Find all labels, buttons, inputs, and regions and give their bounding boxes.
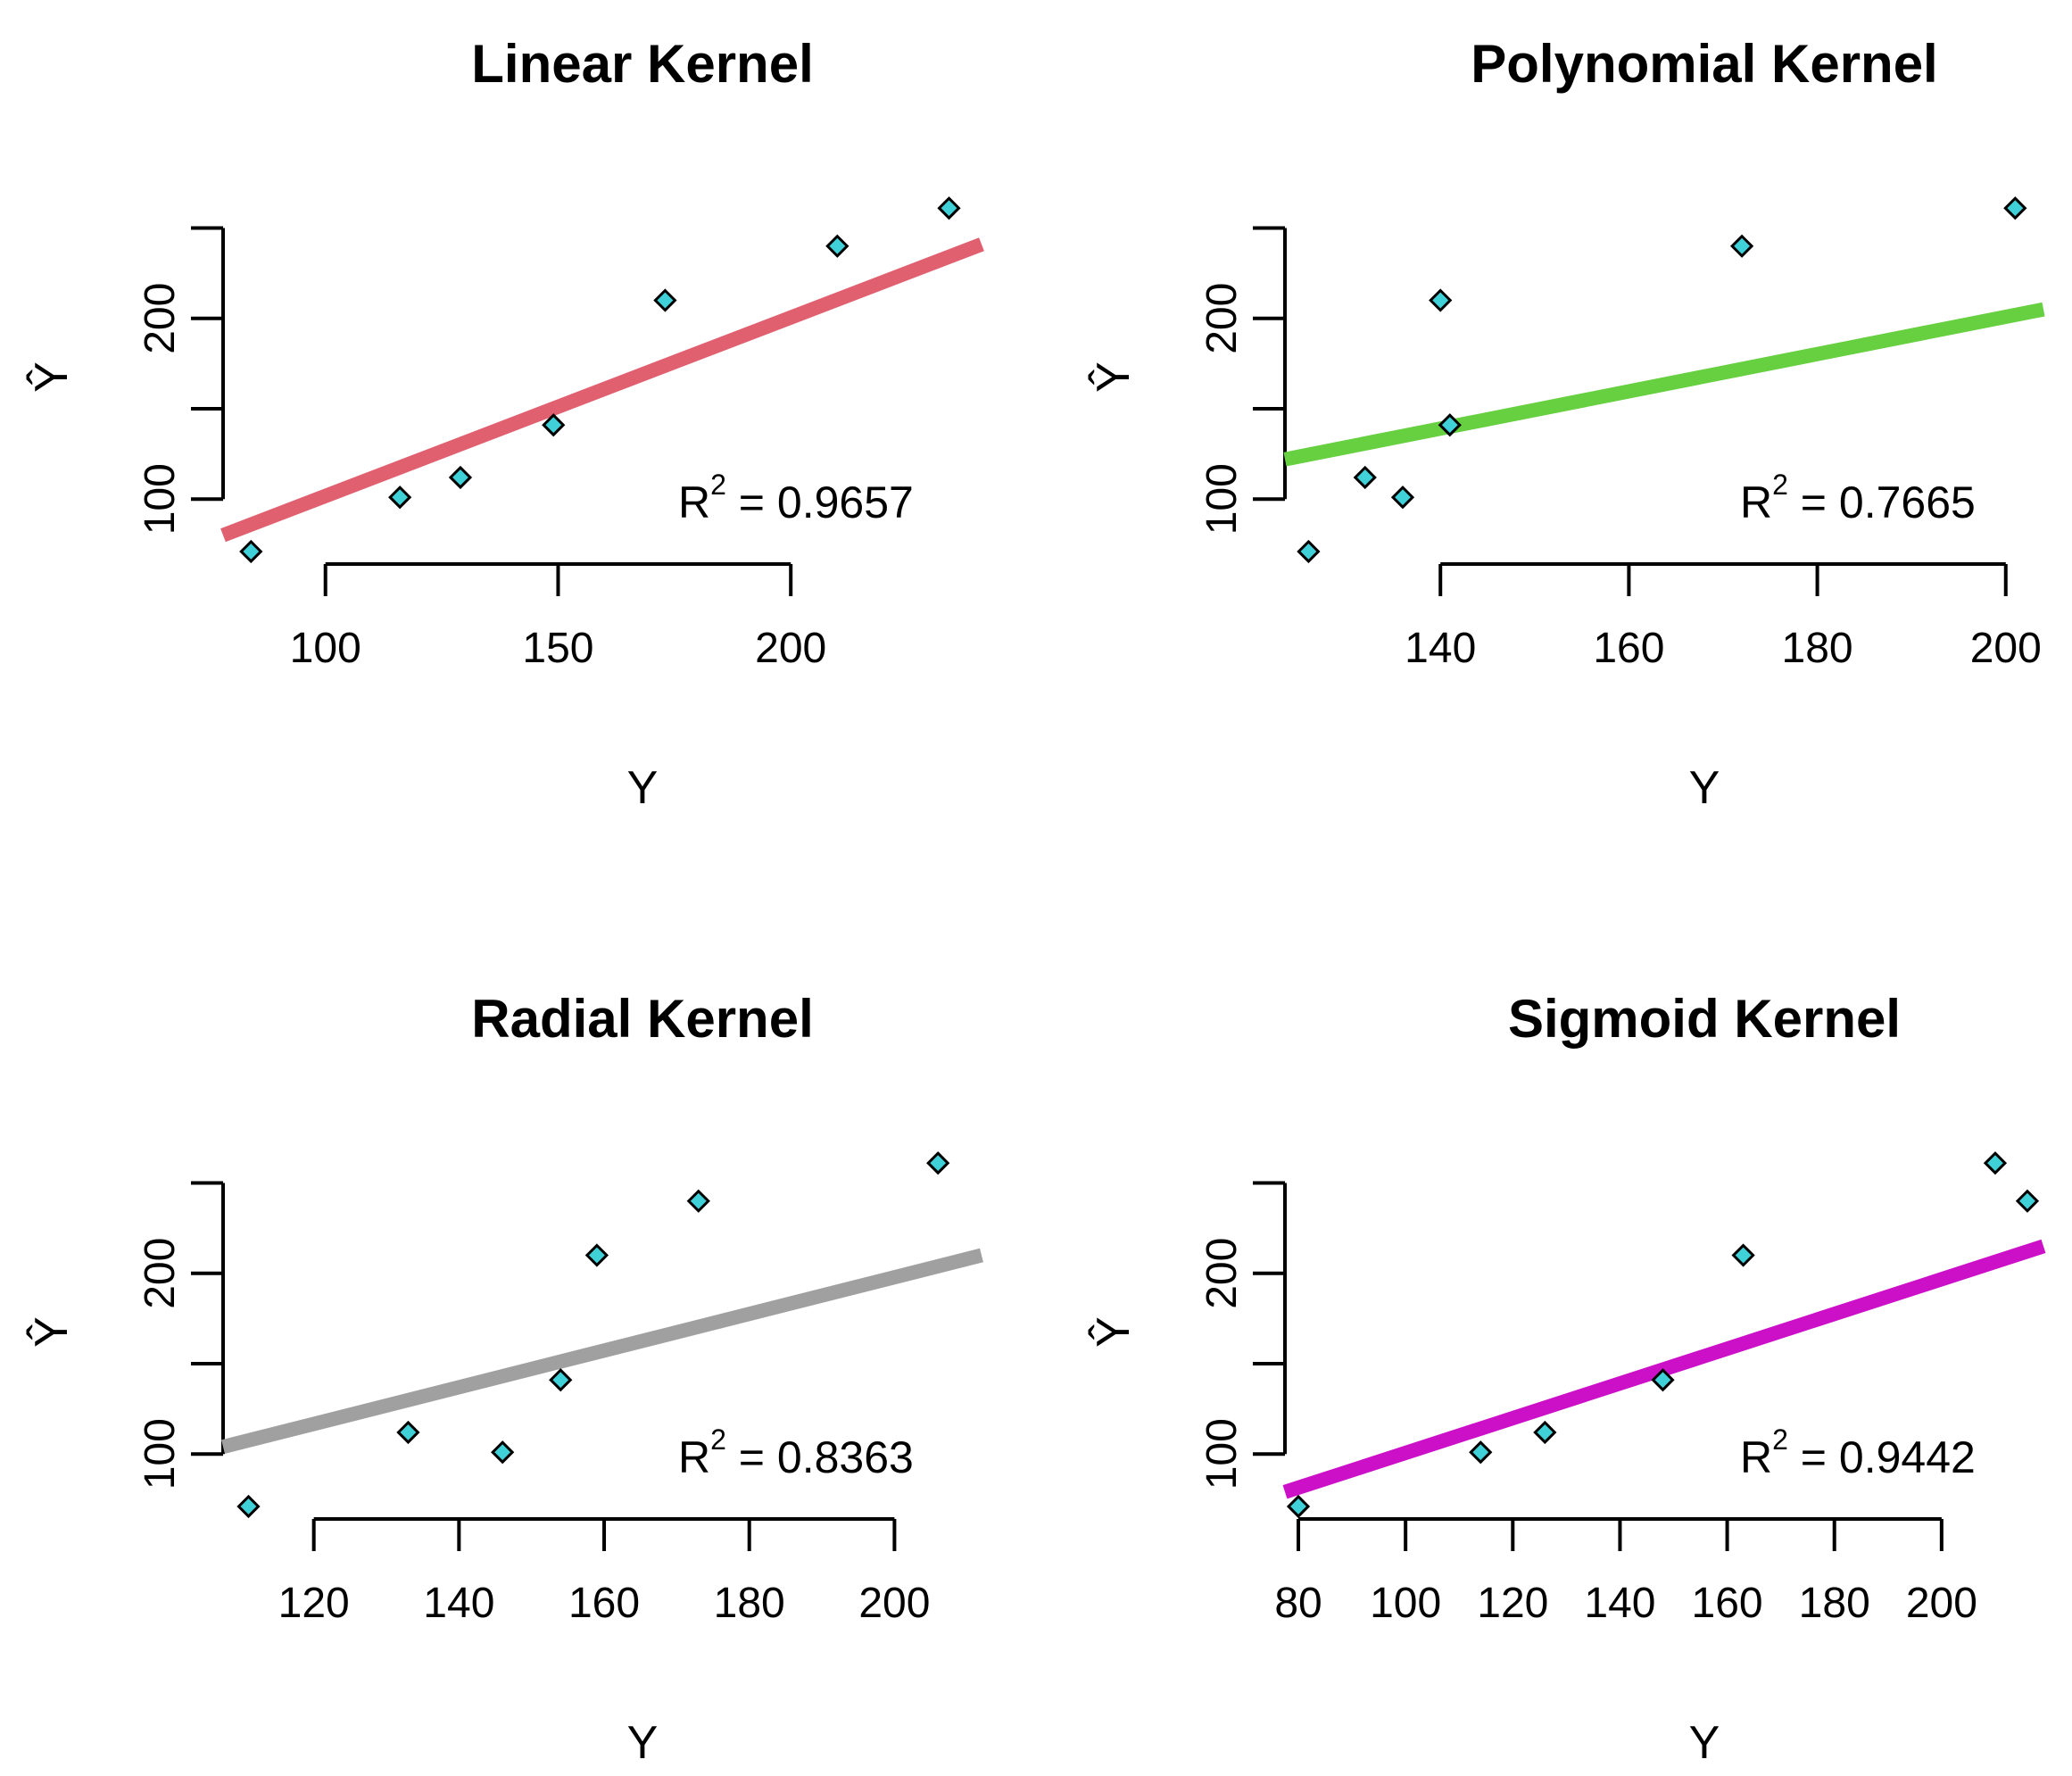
data-point [1469, 1440, 1493, 1465]
regression-line [221, 1248, 983, 1454]
data-point [549, 1368, 573, 1392]
chart-title: Sigmoid Kernel [1508, 989, 1901, 1049]
panel-4: Sigmoid Kernel 100 200 Ŷ 80 100 120 140 160 180 20… [1088, 989, 2046, 1769]
data-point [2003, 196, 2027, 220]
data-point [926, 1151, 950, 1175]
data-point [1651, 1368, 1675, 1392]
y-axis-label: Ŷ [26, 1316, 78, 1348]
data-point [653, 288, 677, 312]
y-tick-label: 200 [1198, 1238, 1246, 1309]
data-point [1390, 485, 1415, 510]
chart-title: Linear Kernel [471, 34, 813, 94]
data-point [1533, 1420, 1557, 1445]
x-tick-label: 80 [1274, 1580, 1322, 1627]
chart-title: Radial Kernel [471, 989, 813, 1049]
regression-line [220, 237, 984, 543]
data-point [1286, 1494, 1311, 1519]
data-point [937, 196, 961, 220]
r-squared-exponent: 2 [710, 1423, 726, 1456]
x-tick-label: 140 [1405, 625, 1476, 672]
data-point [1729, 234, 1754, 258]
y-tick-label: 200 [137, 1238, 184, 1309]
y-tick-label: 200 [1198, 283, 1246, 354]
data-point [1731, 1243, 1755, 1267]
x-tick-label: 180 [1799, 1580, 1870, 1627]
r-squared-symbol: R [1740, 1432, 1772, 1482]
x-tick-label: 180 [1782, 625, 1853, 672]
data-point [1438, 413, 1462, 437]
data-point [2015, 1189, 2040, 1213]
y-axis-label: Ŷ [26, 361, 78, 393]
data-point [686, 1189, 710, 1213]
x-axis-label: Y [627, 762, 659, 814]
r-squared-exponent: 2 [710, 469, 726, 501]
data-point [1353, 465, 1377, 490]
x-axis-label: Y [627, 1717, 659, 1769]
x-tick-label: 160 [1593, 625, 1664, 672]
x-tick-label: 200 [1970, 625, 2042, 672]
r-squared-symbol: R [678, 477, 710, 527]
regression-line [1283, 302, 2045, 467]
data-point [584, 1243, 609, 1267]
regression-line [1282, 1239, 2046, 1499]
data-point [1297, 539, 1321, 564]
r-squared-exponent: 2 [1772, 469, 1788, 501]
data-point [1429, 288, 1453, 312]
x-tick-label: 140 [423, 1580, 494, 1627]
r-squared-value: = 0.9442 [1788, 1432, 1976, 1482]
r-squared-label: R2 = 0.8363 [678, 1423, 914, 1482]
panel-3: Radial Kernel 100 200 Ŷ 120 140 160 180 200 Y R2 =… [26, 989, 983, 1769]
y-tick-label: 100 [1198, 1418, 1246, 1490]
data-point [825, 234, 850, 258]
r-squared-symbol: R [1740, 477, 1772, 527]
chart-title: Polynomial Kernel [1471, 34, 1937, 94]
x-axis-label: Y [1689, 762, 1720, 814]
x-tick-label: 160 [568, 1580, 640, 1627]
panel-2: Polynomial Kernel 100 200 Ŷ 140 160 180 200 Y R2 … [1088, 34, 2045, 814]
y-axis-label: Ŷ [1088, 1316, 1140, 1348]
x-tick-label: 100 [290, 625, 361, 672]
y-tick-label: 100 [1198, 463, 1246, 535]
r-squared-label: R2 = 0.7665 [1740, 469, 1976, 527]
x-tick-label: 100 [1370, 1580, 1441, 1627]
data-point [388, 485, 412, 510]
y-tick-label: 100 [137, 1418, 184, 1490]
r-squared-value: = 0.8363 [726, 1432, 914, 1482]
data-point [542, 413, 566, 437]
x-tick-label: 200 [755, 625, 826, 672]
data-point [236, 1494, 261, 1519]
x-tick-label: 180 [714, 1580, 785, 1627]
x-tick-label: 120 [1477, 1580, 1548, 1627]
r-squared-label: R2 = 0.9657 [678, 469, 914, 527]
r-squared-exponent: 2 [1772, 1423, 1788, 1456]
x-axis-label: Y [1689, 1717, 1720, 1769]
x-tick-label: 150 [522, 625, 593, 672]
data-point [396, 1420, 420, 1445]
x-tick-label: 140 [1584, 1580, 1655, 1627]
data-point [239, 539, 263, 564]
x-tick-label: 200 [858, 1580, 930, 1627]
x-tick-label: 200 [1906, 1580, 1977, 1627]
data-point [1983, 1151, 2008, 1175]
y-tick-label: 200 [137, 283, 184, 354]
r-squared-label: R2 = 0.9442 [1740, 1423, 1976, 1482]
y-axis-label: Ŷ [1088, 361, 1140, 393]
r-squared-symbol: R [678, 1432, 710, 1482]
data-point [448, 465, 473, 490]
x-tick-label: 160 [1692, 1580, 1763, 1627]
r-squared-value: = 0.7665 [1788, 477, 1976, 527]
x-tick-label: 120 [278, 1580, 350, 1627]
r-squared-value: = 0.9657 [726, 477, 914, 527]
y-tick-label: 100 [137, 463, 184, 535]
data-point [491, 1440, 515, 1465]
panel-1: Linear Kernel 100 200 Ŷ 100 150 200 Y R2 = 0.965… [26, 34, 984, 814]
